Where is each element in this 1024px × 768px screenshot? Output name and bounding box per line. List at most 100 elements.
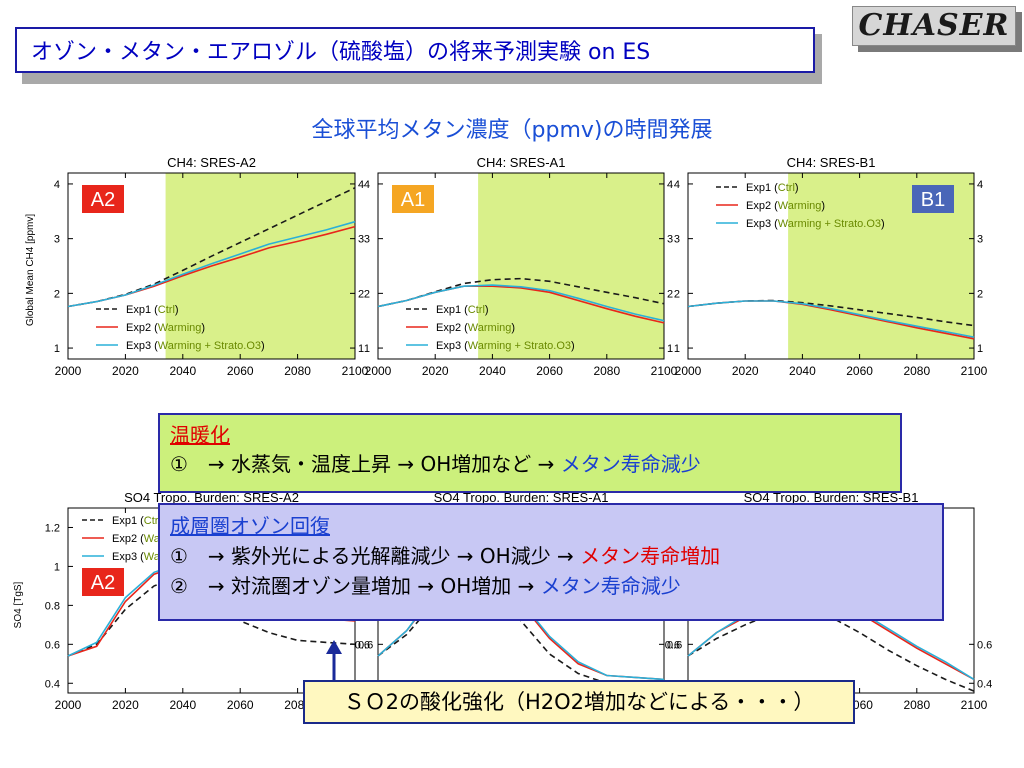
ch4-a2-ytick-label-right: 1 [358,343,364,355]
ch4-b1-ytick-label-right: 2 [977,288,983,300]
ch4-a1-ytick-label-right: 3 [667,234,673,246]
ch4-a2-ytick-label: 1 [54,343,60,355]
callout-so2: ＳＯ2の酸化強化（H2O2増加などによる・・・） [303,680,855,724]
ch4-a2-ytick-label: 3 [54,234,60,246]
ch4-a1-legend-label-exp2: Exp2 (Warming) [436,322,515,334]
ch4-a2-ytick-label: 4 [54,179,60,191]
ch4-b1-series-line-exp1 [687,299,975,327]
chaser-logo: CHASER [852,6,1016,46]
callout-strato-line2-text: ② → 対流圏オゾン量増加 → OH増加 → [170,574,541,598]
so4-a2-ytick-label: 0.6 [45,639,60,651]
so4-a2-xtick-label: 2040 [169,698,196,712]
ch4-a2-ytick-label-right: 2 [358,288,364,300]
so4-a2-title: SO4 Tropo. Burden: SRES-A2 [124,490,299,505]
so4-a2-ytick-label: 0.4 [45,678,60,690]
ch4-b1-frame [687,172,975,360]
ch4-a1-ytick-label: 2 [364,288,370,300]
so4-b1-ytick-label-right: 0.4 [977,678,992,690]
ch4-b1-legend-label-exp1: Exp1 (Ctrl) [746,182,799,194]
ch4-a2-badge-label: A2 [91,189,115,211]
ch4-b1-xtick-label: 2000 [675,364,702,378]
so4-a2-badge [82,568,124,596]
ch4-a2-series-line-exp1 [67,187,356,308]
ch4-a1-ytick-label: 1 [364,343,370,355]
so4-a2-xtick-label: 2060 [227,698,254,712]
ch4-a2-xtick-label: 2080 [284,364,311,378]
so4-a2-xtick-label: 2020 [112,698,139,712]
ch4-a1-xtick-label: 2000 [365,364,392,378]
ch4-a2-badge [82,185,124,213]
ch4-a2-title: CH4: SRES-A2 [167,155,256,170]
so4-a2-xtick-label: 2000 [55,698,82,712]
ch4-b1-series-line-exp3 [687,300,975,338]
ch4-a1-legend-label-exp1: Exp1 (Ctrl) [436,304,489,316]
ch4-b1-badge-label: B1 [921,189,945,211]
ch4-b1-ytick-label: 3 [674,234,680,246]
ch4-a2-xtick-label: 2100 [342,364,369,378]
ch4-a2-ytick-label-right: 3 [358,234,364,246]
callout-strato-line1: ① → 紫外光による光解離減少 → OH減少 → メタン寿命増加 [170,541,932,571]
callout-strato-heading: 成層圏オゾン回復 [170,514,330,538]
ch4-b1-xtick-label: 2040 [789,364,816,378]
ch4-a1-legend-label-exp3: Exp3 (Warming + Strato.O3) [436,340,575,352]
so4-a2-ytick-label: 1 [54,561,60,573]
ch4-a2-xtick-label: 2040 [169,364,196,378]
callout-warming: 温暖化 ① → 水蒸気・温度上昇 → OH増加など → メタン寿命減少 [158,413,902,493]
callout-strato-line2-emph: メタン寿命減少 [540,574,681,598]
so4-a2-ytick-label: 0.8 [45,600,60,612]
ch4-a2-xtick-label: 2060 [227,364,254,378]
so4-b1-ytick-label: 0.6 [665,639,680,651]
ch4-b1-ytick-label: 1 [674,343,680,355]
ch4-a2-highlight-region [165,173,355,359]
ch4-b1-ytick-label: 2 [674,288,680,300]
ch4-a1-highlight-region [478,173,664,359]
ch4-b1-xtick-label: 2060 [846,364,873,378]
ch4-a1-xtick-label: 2020 [422,364,449,378]
slide-title: オゾン・メタン・エアロゾル（硫酸塩）の将来予測実験 on ES [15,27,815,73]
ch4-a2-ytick-label-right: 4 [358,179,364,191]
so4-ylabel: SO4 [TgS] [13,581,24,628]
ch4-b1-xtick-label: 2100 [961,364,988,378]
callout-warming-line1-text: ① → 水蒸気・温度上昇 → OH増加など → [170,452,561,476]
ch4-a2-legend-label-exp1: Exp1 (Ctrl) [126,304,179,316]
so2-arrow-head [326,640,342,654]
ch4-a1-ytick-label-right: 1 [667,343,673,355]
ch4-b1-title: CH4: SRES-B1 [787,155,876,170]
so4-a2-ytick-label-right: 0.6 [358,639,373,651]
ch4-a1-ytick-label-right: 2 [667,288,673,300]
ch4-a2-legend-label-exp2: Exp2 (Warming) [126,322,205,334]
so4-b1-xtick-label: 2100 [961,698,988,712]
ch4-a1-ytick-label-right: 4 [667,179,673,191]
so4-a1-ytick-label: 0.6 [355,639,370,651]
ch4-a2-series-line-exp3 [67,220,356,308]
so4-a1-ytick-label-right: 0.6 [667,639,682,651]
ch4-b1-ytick-label-right: 4 [977,179,983,191]
ch4-b1-panel [687,172,975,360]
so4-a2-ytick-label: 1.2 [45,522,60,534]
chart-subtitle: 全球平均メタン濃度（ppmv)の時間発展 [311,118,713,143]
so4-a1-title: SO4 Tropo. Burden: SRES-A1 [434,490,609,505]
so4-b1-xtick-label: 2080 [903,698,930,712]
ch4-a1-xtick-label: 2040 [479,364,506,378]
ch4-a1-series-line-exp1 [377,277,665,308]
ch4-a1-badge [392,185,434,213]
ch4-b1-badge [912,185,954,213]
ch4-a1-panel [377,172,665,360]
callout-strato-ozone: 成層圏オゾン回復 ① → 紫外光による光解離減少 → OH減少 → メタン寿命増… [158,503,944,621]
ch4-a1-xtick-label: 2080 [593,364,620,378]
ch4-b1-legend-label-exp3: Exp3 (Warming + Strato.O3) [746,218,885,230]
ch4-b1-xtick-label: 2080 [903,364,930,378]
ch4-a1-title: CH4: SRES-A1 [477,155,566,170]
ch4-a1-xtick-label: 2100 [651,364,678,378]
ch4-a2-ytick-label: 2 [54,288,60,300]
ch4-a1-xtick-label: 2060 [536,364,563,378]
slide-title-text: オゾン・メタン・エアロゾル（硫酸塩）の将来予測実験 on ES [31,40,651,65]
ch4-b1-legend-label-exp2: Exp2 (Warming) [746,200,825,212]
ch4-a2-xtick-label: 2000 [55,364,82,378]
callout-warming-line1-emph: メタン寿命減少 [560,452,701,476]
callout-warming-line1: ① → 水蒸気・温度上昇 → OH増加など → メタン寿命減少 [170,449,890,479]
so4-a2-series-line-exp1 [67,575,356,657]
ch4-a1-frame [377,172,665,360]
so4-b1-series-line-exp1 [687,608,975,692]
